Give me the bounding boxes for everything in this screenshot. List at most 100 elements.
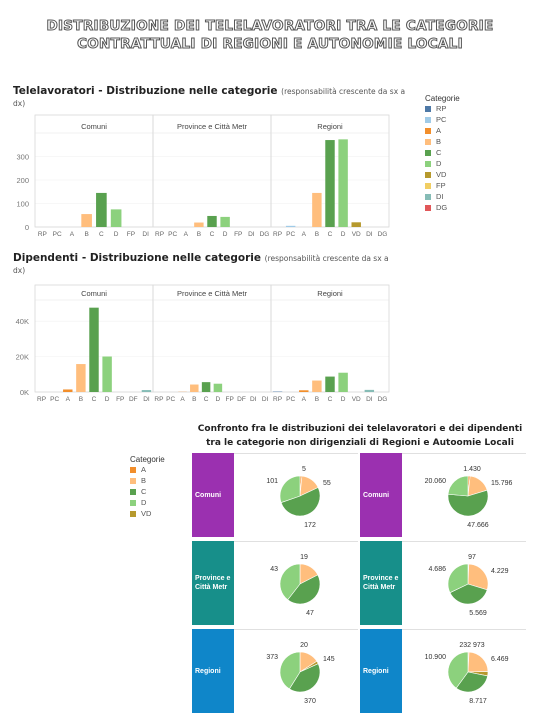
panel-frame bbox=[152, 284, 272, 393]
pie-slice-c[interactable] bbox=[280, 487, 321, 517]
dip-chart-title-block: Dipendenti - Distribuzione nelle categor… bbox=[13, 252, 393, 276]
pie-legend-item-c[interactable]: C bbox=[130, 486, 185, 497]
panel-header: Province e Città Metr bbox=[177, 289, 248, 298]
legend-label: VD bbox=[436, 170, 447, 179]
legend-item-a[interactable]: A bbox=[425, 125, 495, 136]
bar-d[interactable] bbox=[338, 139, 348, 227]
pie-slice-d[interactable] bbox=[279, 563, 301, 601]
bar-b[interactable] bbox=[312, 192, 322, 227]
legend-swatch bbox=[425, 182, 431, 189]
legend-item-fp[interactable]: FP bbox=[425, 180, 495, 191]
legend-swatch bbox=[425, 193, 431, 200]
legend-title: Categorie bbox=[425, 94, 460, 103]
bar-b[interactable] bbox=[194, 222, 204, 227]
pie-value-label: 20.060 bbox=[425, 478, 447, 485]
pie-value-label: 145 bbox=[323, 656, 335, 663]
region-name: Province e Città Metr bbox=[195, 575, 231, 591]
legend-label: D bbox=[436, 159, 442, 168]
pie-legend-item-d[interactable]: D bbox=[130, 497, 185, 508]
legend-item-di[interactable]: DI bbox=[425, 191, 495, 202]
bar-c[interactable] bbox=[325, 140, 335, 227]
region-label-0: Comuni bbox=[192, 453, 234, 537]
legend-item-pc[interactable]: PC bbox=[425, 114, 495, 125]
x-tick-label: DI bbox=[250, 396, 257, 403]
pie-slice-c[interactable] bbox=[447, 489, 489, 517]
comparison-title: Confronto fra le distribuzioni dei telel… bbox=[180, 422, 540, 450]
legend-label: D bbox=[141, 498, 147, 507]
legend-item-dg[interactable]: DG bbox=[425, 202, 495, 213]
bar-a[interactable] bbox=[299, 390, 309, 392]
legend-label: C bbox=[141, 487, 147, 496]
pie-legend-item-vd[interactable]: VD bbox=[130, 508, 185, 519]
pie-chart: 1.430 15.796 47.666 20.060 bbox=[425, 466, 513, 529]
bar-di[interactable] bbox=[141, 390, 152, 392]
x-tick-label: C bbox=[99, 231, 104, 238]
legend-swatch bbox=[425, 116, 431, 123]
x-tick-label: DI bbox=[366, 396, 373, 403]
x-tick-label: B bbox=[315, 231, 319, 238]
bar-c[interactable] bbox=[201, 382, 211, 392]
legend-swatch bbox=[425, 105, 431, 112]
pie-slice-d[interactable] bbox=[447, 651, 469, 689]
pie-value-label: 47.666 bbox=[467, 522, 489, 529]
bar-d[interactable] bbox=[338, 372, 348, 392]
x-tick-label: PC bbox=[166, 396, 175, 403]
x-tick-label: DF bbox=[129, 396, 138, 403]
x-tick-label: DI bbox=[142, 231, 149, 238]
pie-slice-c[interactable] bbox=[449, 583, 488, 605]
legend-item-vd[interactable]: VD bbox=[425, 169, 495, 180]
bar-c[interactable] bbox=[96, 192, 107, 227]
panel-header: Comuni bbox=[81, 122, 107, 131]
bar-b[interactable] bbox=[76, 364, 86, 392]
pie-value-label: 20 bbox=[300, 642, 308, 649]
legend-item-rp[interactable]: RP bbox=[425, 103, 495, 114]
legend-item-c[interactable]: C bbox=[425, 147, 495, 158]
legend-label: B bbox=[141, 476, 147, 485]
pie-slice-b[interactable] bbox=[467, 563, 489, 591]
pie-value-label: 97 bbox=[468, 554, 476, 561]
bar-c[interactable] bbox=[207, 215, 217, 227]
pie-slice-b[interactable] bbox=[467, 651, 489, 673]
y-tick-label: 200 bbox=[16, 176, 29, 185]
bar-b[interactable] bbox=[190, 384, 199, 392]
pie-slice-d[interactable] bbox=[279, 475, 301, 503]
x-tick-label: C bbox=[204, 396, 209, 403]
x-tick-label: DI bbox=[366, 231, 373, 238]
bar-d[interactable] bbox=[102, 356, 112, 392]
x-tick-label: PC bbox=[286, 396, 295, 403]
pie-slice-d[interactable] bbox=[447, 475, 469, 497]
bar-b[interactable] bbox=[312, 380, 322, 392]
bar-c[interactable] bbox=[325, 376, 335, 392]
pie-value-label: 55 bbox=[323, 480, 331, 487]
bar-di[interactable] bbox=[364, 389, 375, 392]
legend-label: RP bbox=[436, 104, 447, 113]
bar-vd[interactable] bbox=[351, 222, 361, 227]
panel-frame bbox=[34, 114, 154, 228]
bar-d[interactable] bbox=[213, 383, 223, 392]
bar-d[interactable] bbox=[110, 209, 122, 227]
bar-pc[interactable] bbox=[285, 225, 296, 227]
x-tick-label: FP bbox=[116, 396, 124, 403]
x-tick-label: B bbox=[192, 396, 196, 403]
region-label-0: Comuni bbox=[360, 453, 402, 537]
pie-slice-d[interactable] bbox=[447, 563, 469, 594]
pie-slice-c[interactable] bbox=[287, 574, 321, 605]
legend-items: RP PC A B C D VD FP DI DG bbox=[425, 103, 495, 213]
legend-item-b[interactable]: B bbox=[425, 136, 495, 147]
page-title-line2: CONTRATTUALI DI REGIONI E AUTONOMIE LOCA… bbox=[77, 36, 464, 53]
legend-item-d[interactable]: D bbox=[425, 158, 495, 169]
pie-legend-item-b[interactable]: B bbox=[130, 475, 185, 486]
pie-slice-d[interactable] bbox=[279, 651, 301, 690]
bar-a[interactable] bbox=[63, 389, 73, 392]
x-tick-label: DI bbox=[248, 231, 255, 238]
x-tick-label: C bbox=[92, 396, 97, 403]
x-tick-label: C bbox=[210, 231, 215, 238]
bar-c[interactable] bbox=[89, 307, 99, 392]
x-tick-label: RP bbox=[37, 396, 46, 403]
pie-slice-c[interactable] bbox=[288, 663, 321, 693]
pie-slice-c[interactable] bbox=[455, 671, 488, 693]
bar-b[interactable] bbox=[81, 214, 92, 227]
bar-d[interactable] bbox=[220, 216, 230, 227]
pie-legend-item-a[interactable]: A bbox=[130, 464, 185, 475]
region-name: Regioni bbox=[195, 667, 221, 675]
